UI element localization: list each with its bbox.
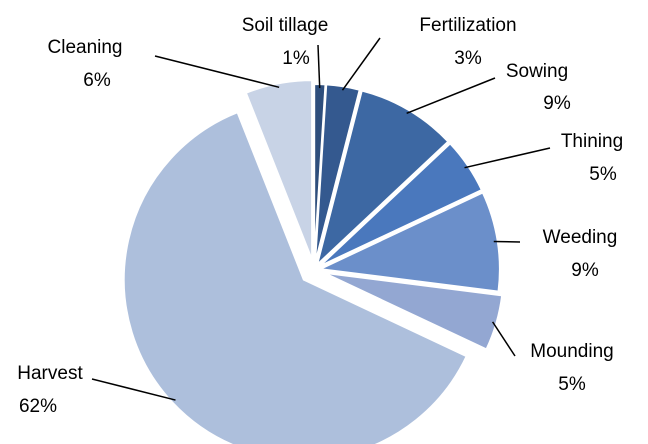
leader-line xyxy=(317,44,321,89)
slice-label: Mounding xyxy=(530,341,613,362)
pie-slice xyxy=(315,89,450,268)
leader-line xyxy=(464,147,551,169)
leader-line xyxy=(91,378,176,401)
slice-label: Soil tillage xyxy=(242,15,329,36)
slice-value-label: 5% xyxy=(589,164,617,185)
slice-label: Thining xyxy=(561,131,623,152)
pie-slice xyxy=(313,83,361,265)
slice-label: Harvest xyxy=(17,363,83,384)
leader-line xyxy=(406,77,496,115)
pie-slice xyxy=(244,79,314,261)
slice-value-label: 62% xyxy=(19,396,57,417)
leader-line xyxy=(341,37,381,91)
slice-value-label: 5% xyxy=(558,374,586,395)
slice-label: Cleaning xyxy=(48,37,123,58)
leader-line xyxy=(491,321,516,357)
pie-slice xyxy=(318,141,484,268)
pie-slice xyxy=(122,110,468,444)
slice-label: Sowing xyxy=(506,61,568,82)
slice-value-label: 9% xyxy=(571,260,599,281)
slice-value-label: 9% xyxy=(543,93,571,114)
slice-value-label: 3% xyxy=(454,48,482,69)
pie-slice xyxy=(323,271,504,351)
slice-label: Weeding xyxy=(543,227,618,248)
leader-line xyxy=(154,55,280,89)
slice-value-label: 6% xyxy=(83,70,111,91)
slice-value-label: 1% xyxy=(282,48,310,69)
slice-label: Fertilization xyxy=(419,15,516,36)
